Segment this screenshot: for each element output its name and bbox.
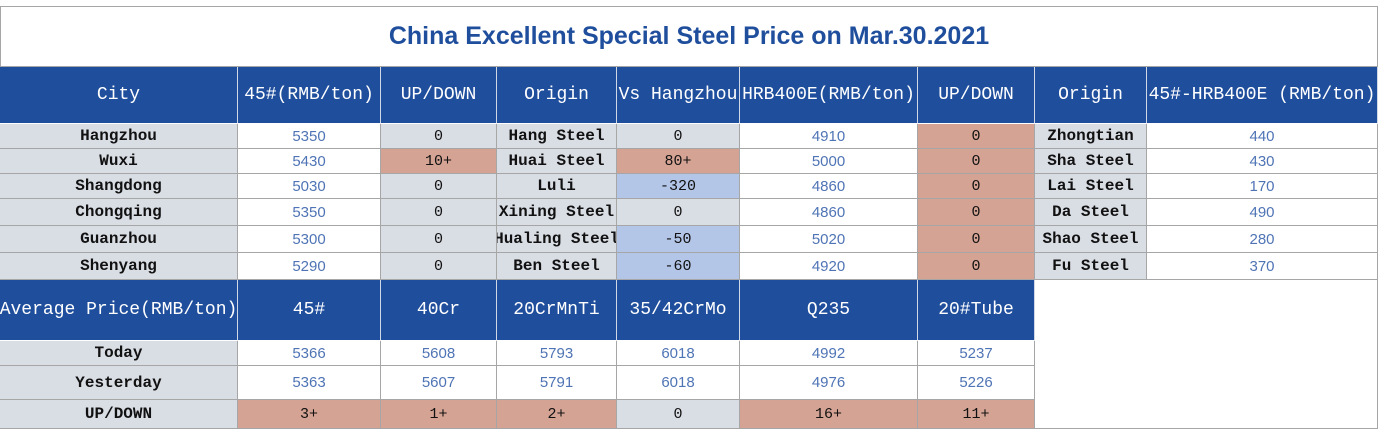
table-cell: 0 xyxy=(617,199,740,226)
table-cell: 0 xyxy=(918,226,1035,253)
table-cell: Da Steel xyxy=(1035,199,1147,226)
table-cell: Lai Steel xyxy=(1035,174,1147,199)
header-cell: 45#(RMB/ton) xyxy=(238,67,381,124)
table-cell: 5350 xyxy=(238,199,381,226)
header-cell: HRB400E(RMB/ton) xyxy=(740,67,918,124)
header-cell: 45# xyxy=(238,280,381,341)
table-cell: 0 xyxy=(381,174,497,199)
table-cell: Sha Steel xyxy=(1035,149,1147,174)
table-cell: Ben Steel xyxy=(497,253,617,280)
table-cell: Zhongtian xyxy=(1035,124,1147,149)
table-cell: Guanzhou xyxy=(0,226,238,253)
table-cell: 170 xyxy=(1147,174,1378,199)
empty-area xyxy=(1035,280,1378,429)
header-cell: Origin xyxy=(497,67,617,124)
table-cell: UP/DOWN xyxy=(0,400,238,429)
header-cell: Average Price(RMB/ton) xyxy=(0,280,238,341)
table-cell: 5430 xyxy=(238,149,381,174)
table-cell: 11+ xyxy=(918,400,1035,429)
table-cell: Hangzhou xyxy=(0,124,238,149)
table-cell: Shangdong xyxy=(0,174,238,199)
table-cell: 0 xyxy=(381,199,497,226)
table-cell: 5350 xyxy=(238,124,381,149)
header-cell: 20CrMnTi xyxy=(497,280,617,341)
table-cell: 6018 xyxy=(617,341,740,366)
table-cell: Hualing Steel xyxy=(497,226,617,253)
table-cell: 1+ xyxy=(381,400,497,429)
header-cell: 40Cr xyxy=(381,280,497,341)
table-cell: 5608 xyxy=(381,341,497,366)
table-cell: 0 xyxy=(381,124,497,149)
table-cell: 280 xyxy=(1147,226,1378,253)
table-cell: 5363 xyxy=(238,366,381,400)
table-cell: 370 xyxy=(1147,253,1378,280)
table-cell: 80+ xyxy=(617,149,740,174)
table-cell: 490 xyxy=(1147,199,1378,226)
table-cell: -60 xyxy=(617,253,740,280)
table-cell: 440 xyxy=(1147,124,1378,149)
table-cell: 0 xyxy=(617,400,740,429)
table-cell: Shao Steel xyxy=(1035,226,1147,253)
table-cell: 0 xyxy=(381,226,497,253)
table-cell: 16+ xyxy=(740,400,918,429)
table-cell: 0 xyxy=(918,174,1035,199)
table-cell: 5791 xyxy=(497,366,617,400)
table-cell: Luli xyxy=(497,174,617,199)
table-cell: 5366 xyxy=(238,341,381,366)
table-cell: 4976 xyxy=(740,366,918,400)
table-cell: 0 xyxy=(918,149,1035,174)
table-cell: 5300 xyxy=(238,226,381,253)
table-cell: Wuxi xyxy=(0,149,238,174)
table-cell: Chongqing xyxy=(0,199,238,226)
table-cell: 0 xyxy=(918,199,1035,226)
header-cell: UP/DOWN xyxy=(918,67,1035,124)
table-cell: 0 xyxy=(617,124,740,149)
table-cell: 0 xyxy=(918,253,1035,280)
table-cell: 5237 xyxy=(918,341,1035,366)
header-cell: 20#Tube xyxy=(918,280,1035,341)
header-cell: Q235 xyxy=(740,280,918,341)
header-cell: Vs Hangzhou xyxy=(617,67,740,124)
table-cell: 0 xyxy=(918,124,1035,149)
table-cell: -50 xyxy=(617,226,740,253)
header-cell: Origin xyxy=(1035,67,1147,124)
table-cell: 430 xyxy=(1147,149,1378,174)
table-cell: 0 xyxy=(381,253,497,280)
header-cell: 35/42CrMo xyxy=(617,280,740,341)
table-cell: 3+ xyxy=(238,400,381,429)
table-cell: Shenyang xyxy=(0,253,238,280)
table-cell: 5290 xyxy=(238,253,381,280)
table-cell: 4920 xyxy=(740,253,918,280)
table-cell: 2+ xyxy=(497,400,617,429)
table-cell: 5793 xyxy=(497,341,617,366)
table-cell: Xining Steel xyxy=(497,199,617,226)
table-cell: 5020 xyxy=(740,226,918,253)
table-cell: Today xyxy=(0,341,238,366)
table-cell: 4992 xyxy=(740,341,918,366)
table-cell: 10+ xyxy=(381,149,497,174)
table-cell: Hang Steel xyxy=(497,124,617,149)
table-cell: 5030 xyxy=(238,174,381,199)
header-cell: 45#-HRB400E (RMB/ton) xyxy=(1147,67,1378,124)
table-cell: 4860 xyxy=(740,199,918,226)
table-cell: 4860 xyxy=(740,174,918,199)
table-cell: 5000 xyxy=(740,149,918,174)
table-cell: Yesterday xyxy=(0,366,238,400)
sheet-title: China Excellent Special Steel Price on M… xyxy=(0,6,1378,67)
table-cell: Huai Steel xyxy=(497,149,617,174)
table-cell: 6018 xyxy=(617,366,740,400)
table-cell: -320 xyxy=(617,174,740,199)
table-cell: 5226 xyxy=(918,366,1035,400)
table-cell: Fu Steel xyxy=(1035,253,1147,280)
table-cell: 4910 xyxy=(740,124,918,149)
table-cell: 5607 xyxy=(381,366,497,400)
header-cell: City xyxy=(0,67,238,124)
header-cell: UP/DOWN xyxy=(381,67,497,124)
